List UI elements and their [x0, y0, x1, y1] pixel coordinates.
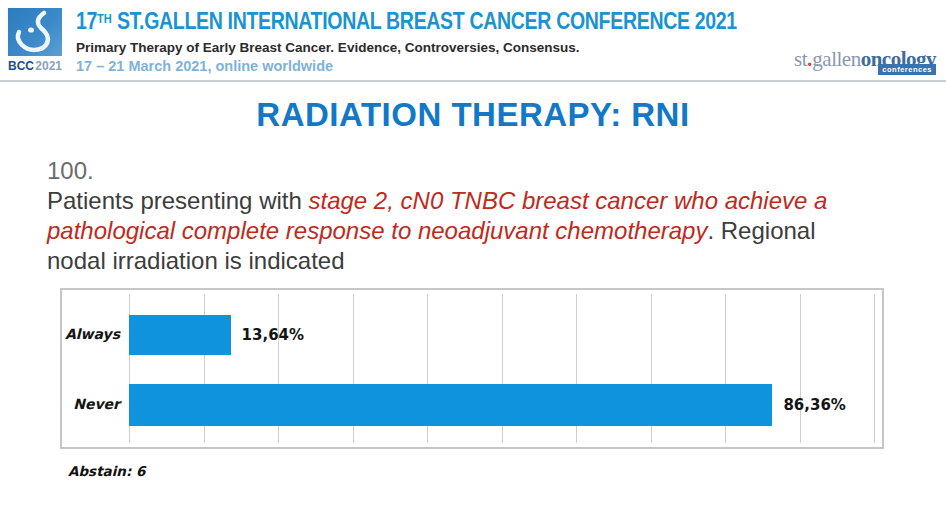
question-segment: pathological complete response to neoadj… — [47, 217, 707, 244]
question-segment: Patients presenting with — [47, 187, 308, 214]
category-label-always: Always — [62, 326, 120, 342]
question-segment: . Regional — [707, 217, 815, 244]
plot-area: 13,64% 86,36% — [129, 290, 874, 447]
conference-title: 17TH ST.GALLEN INTERNATIONAL BREAST CANC… — [76, 8, 737, 35]
conference-title-sup: TH — [97, 11, 112, 26]
header-divider — [0, 80, 946, 82]
question-segment: stage 2, cN0 TNBC breast cancer who achi… — [308, 187, 827, 214]
brand-gallen: gallen — [812, 47, 860, 71]
gridline — [800, 294, 801, 443]
stgallen-oncology-logo: st.gallenoncology conferences — [794, 47, 936, 81]
value-label-always: 13,64% — [242, 326, 304, 344]
slide-root: BCC 2021 17TH ST.GALLEN INTERNATIONAL BR… — [0, 0, 946, 505]
bcc-caption-left: BCC — [8, 59, 34, 73]
bcc-caption-year: 2021 — [35, 59, 62, 73]
conference-dates: 17 – 21 March 2021, online worldwide — [76, 58, 854, 74]
bar-chart: 13,64% 86,36% Always Never — [60, 288, 884, 449]
bcc-drop-icon — [8, 8, 62, 56]
slide-title: RADIATION THERAPY: RNI — [0, 96, 946, 134]
abstain-note: Abstain: 6 — [68, 463, 145, 479]
conference-title-rest: ST.GALLEN INTERNATIONAL BREAST CANCER CO… — [112, 8, 737, 34]
question-text: Patients presenting with stage 2, cN0 TN… — [47, 186, 827, 276]
brand-st: st — [794, 47, 807, 71]
bar-never — [129, 384, 772, 426]
conference-title-number: 17 — [76, 8, 97, 34]
question-number: 100. — [47, 157, 94, 185]
question-segment: nodal irradiation is indicated — [47, 247, 345, 274]
category-label-never: Never — [62, 396, 120, 412]
bcc-logo — [8, 8, 62, 56]
conference-subtitle: Primary Therapy of Early Breast Cancer. … — [76, 40, 854, 55]
header-text-block: 17TH ST.GALLEN INTERNATIONAL BREAST CANC… — [76, 8, 854, 74]
gridline — [874, 294, 875, 443]
bar-always — [129, 315, 231, 355]
bcc-logo-caption: BCC 2021 — [8, 59, 62, 73]
value-label-never: 86,36% — [783, 396, 845, 414]
brand-conferences-badge: conferences — [878, 64, 936, 75]
